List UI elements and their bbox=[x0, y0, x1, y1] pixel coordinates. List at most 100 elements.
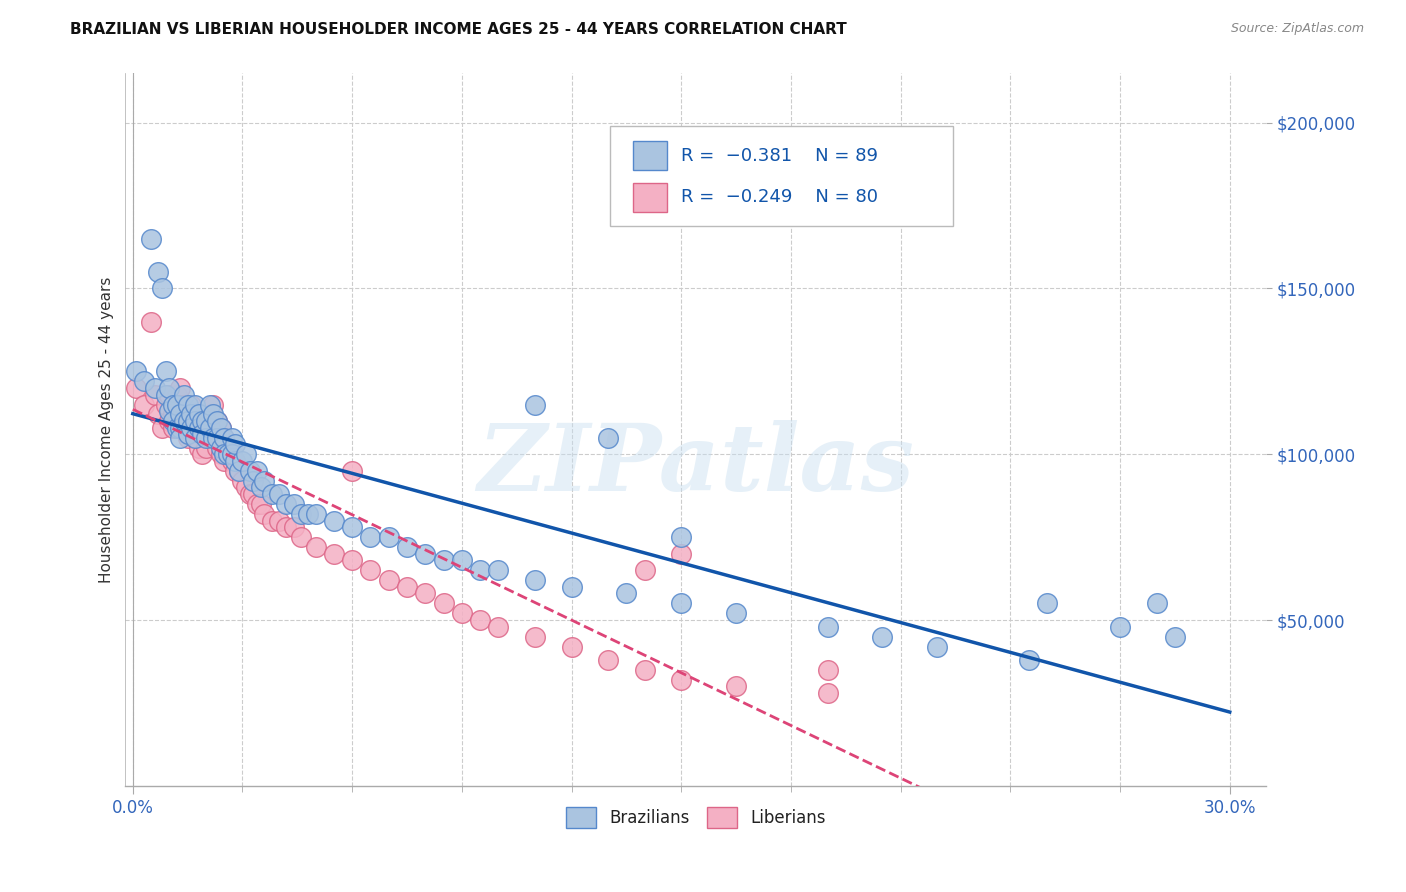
Point bbox=[598, 653, 620, 667]
Point bbox=[209, 421, 232, 435]
Text: Source: ZipAtlas.com: Source: ZipAtlas.com bbox=[1230, 22, 1364, 36]
Point bbox=[725, 607, 748, 621]
Point bbox=[1018, 653, 1040, 667]
Point bbox=[297, 507, 319, 521]
Point bbox=[322, 514, 344, 528]
Point bbox=[246, 497, 269, 511]
Point bbox=[169, 381, 191, 395]
Point bbox=[155, 364, 177, 378]
Point bbox=[276, 520, 298, 534]
Point bbox=[184, 397, 207, 411]
Point bbox=[148, 265, 170, 279]
Point bbox=[198, 408, 221, 422]
Point bbox=[253, 507, 276, 521]
FancyBboxPatch shape bbox=[633, 141, 668, 169]
Point bbox=[432, 553, 454, 567]
Point bbox=[377, 530, 399, 544]
Point bbox=[524, 630, 547, 644]
Point bbox=[260, 487, 283, 501]
Point bbox=[173, 397, 195, 411]
Point bbox=[180, 421, 202, 435]
Point bbox=[1036, 597, 1059, 611]
Point bbox=[283, 520, 305, 534]
Point bbox=[228, 464, 250, 478]
Point bbox=[725, 679, 748, 693]
Text: BRAZILIAN VS LIBERIAN HOUSEHOLDER INCOME AGES 25 - 44 YEARS CORRELATION CHART: BRAZILIAN VS LIBERIAN HOUSEHOLDER INCOME… bbox=[70, 22, 846, 37]
Point bbox=[451, 607, 474, 621]
Point bbox=[157, 404, 180, 418]
Point bbox=[246, 464, 269, 478]
Point bbox=[221, 431, 243, 445]
Point bbox=[184, 414, 207, 428]
Point bbox=[276, 497, 298, 511]
Point bbox=[634, 663, 657, 677]
Point bbox=[187, 408, 209, 422]
Point bbox=[187, 441, 209, 455]
Point bbox=[194, 441, 217, 455]
Legend: Brazilians, Liberians: Brazilians, Liberians bbox=[560, 801, 832, 835]
Point bbox=[1109, 620, 1132, 634]
Point bbox=[304, 507, 326, 521]
Point bbox=[872, 630, 894, 644]
Point bbox=[194, 431, 217, 445]
Point bbox=[162, 421, 184, 435]
Point bbox=[191, 414, 214, 428]
Point bbox=[598, 431, 620, 445]
Point bbox=[157, 387, 180, 401]
Point bbox=[231, 474, 253, 488]
Text: ZIPatlas: ZIPatlas bbox=[478, 420, 914, 510]
Point bbox=[162, 414, 184, 428]
Point bbox=[205, 431, 228, 445]
Point bbox=[166, 421, 188, 435]
Point bbox=[413, 586, 436, 600]
Point bbox=[132, 397, 155, 411]
Point bbox=[470, 613, 492, 627]
Point bbox=[561, 580, 583, 594]
Point bbox=[340, 464, 363, 478]
Point bbox=[176, 408, 198, 422]
Point bbox=[671, 547, 693, 561]
Point bbox=[205, 414, 228, 428]
Point bbox=[125, 364, 148, 378]
Point bbox=[198, 431, 221, 445]
Point bbox=[671, 597, 693, 611]
Point bbox=[267, 487, 290, 501]
Point bbox=[235, 480, 257, 494]
Point bbox=[224, 454, 246, 468]
Point bbox=[217, 447, 239, 461]
Point bbox=[235, 447, 257, 461]
Point bbox=[616, 586, 638, 600]
Point bbox=[1146, 597, 1168, 611]
FancyBboxPatch shape bbox=[633, 183, 668, 211]
Point bbox=[176, 397, 198, 411]
Point bbox=[224, 464, 246, 478]
Point bbox=[191, 427, 214, 442]
Point bbox=[260, 514, 283, 528]
Point bbox=[283, 497, 305, 511]
Point bbox=[228, 464, 250, 478]
Point bbox=[176, 431, 198, 445]
Point bbox=[817, 686, 839, 700]
Point bbox=[194, 414, 217, 428]
Point bbox=[413, 547, 436, 561]
Point bbox=[162, 408, 184, 422]
Point bbox=[155, 397, 177, 411]
Point bbox=[184, 431, 207, 445]
Point bbox=[209, 441, 232, 455]
Point bbox=[187, 414, 209, 428]
Point bbox=[224, 437, 246, 451]
Point bbox=[143, 381, 166, 395]
Point bbox=[139, 232, 162, 246]
Point bbox=[198, 421, 221, 435]
Point bbox=[239, 464, 262, 478]
Point bbox=[132, 374, 155, 388]
Text: R =  −0.381    N = 89: R = −0.381 N = 89 bbox=[681, 146, 879, 165]
Point bbox=[169, 408, 191, 422]
Point bbox=[139, 315, 162, 329]
Point bbox=[524, 573, 547, 587]
Point bbox=[524, 397, 547, 411]
Point bbox=[231, 454, 253, 468]
Point bbox=[150, 281, 173, 295]
Point bbox=[671, 673, 693, 687]
Point bbox=[202, 397, 225, 411]
